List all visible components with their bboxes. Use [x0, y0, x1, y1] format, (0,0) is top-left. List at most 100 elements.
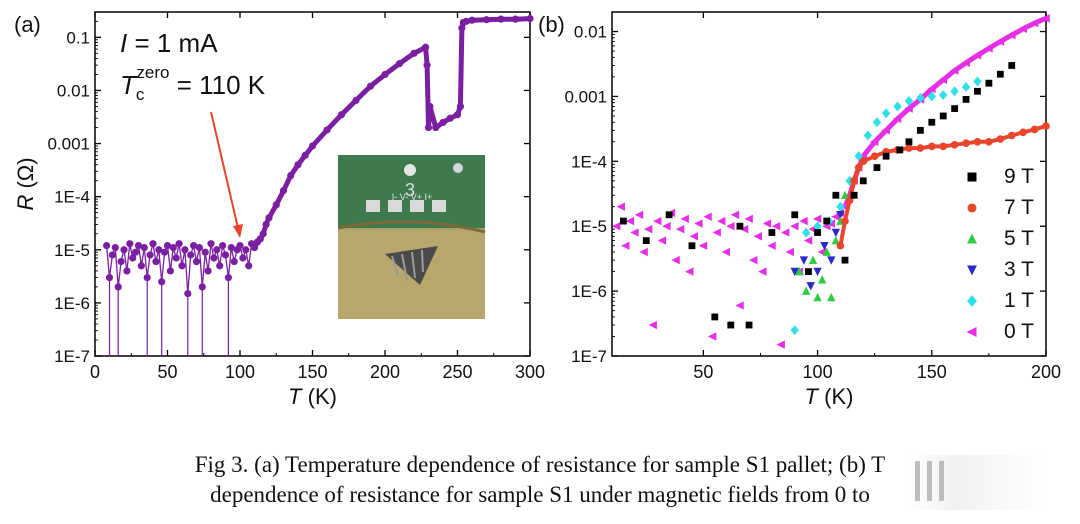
data-point [230, 257, 238, 266]
data-point [806, 282, 815, 291]
legend: 9 T 7 T 5 T 3 T 1 T 0 T [966, 165, 1034, 343]
data-point [201, 248, 209, 256]
data-point [262, 220, 270, 229]
data-point [308, 142, 317, 150]
annotation-tc: Tc zero = 110 K [120, 63, 266, 104]
data-point [974, 87, 981, 95]
data-point [190, 241, 198, 250]
data-point [103, 241, 111, 250]
data-point [175, 240, 183, 248]
data-point [265, 214, 273, 222]
data-point [768, 229, 776, 236]
data-point [432, 123, 440, 132]
data-point [642, 237, 650, 245]
data-point [366, 82, 375, 90]
data-point [210, 254, 218, 262]
data-point [905, 138, 913, 146]
data-point [671, 255, 680, 265]
y-axis-symbol: R [13, 195, 38, 211]
data-point [790, 267, 799, 277]
data-point [123, 267, 131, 275]
data-point [242, 246, 250, 254]
data-point [140, 243, 148, 252]
data-point [736, 222, 744, 230]
data-point [831, 236, 841, 245]
data-point [172, 254, 180, 262]
series-a-segment [126, 243, 131, 271]
x-tick-label: 100 [225, 362, 255, 382]
x-tick-label: 50 [157, 362, 177, 382]
series-a-segment [224, 254, 230, 278]
data-point [111, 243, 119, 252]
x-axis-label: T (K) [805, 384, 854, 409]
data-point [105, 273, 114, 282]
x-tick-label: 50 [693, 362, 713, 382]
data-point [727, 321, 735, 329]
series-9t [620, 62, 1016, 329]
data-point [126, 240, 134, 248]
data-point [204, 267, 212, 275]
y-tick-label: 1E-4 [571, 152, 607, 171]
data-point [166, 267, 174, 275]
data-point [726, 222, 735, 231]
data-point [675, 225, 685, 234]
data-point [781, 228, 790, 237]
data-point [213, 246, 221, 254]
data-point [896, 146, 904, 154]
data-point [689, 232, 699, 241]
series-a-segment [117, 261, 122, 287]
annotation-current-value: = 1 mA [127, 28, 218, 58]
data-point [799, 256, 809, 265]
inset-photo: 3I- V- V+ I+ [337, 155, 486, 319]
data-point [198, 283, 206, 291]
inset-pad [410, 200, 424, 212]
data-point [216, 262, 224, 270]
inset-board-label: 3 [405, 180, 415, 200]
data-point [831, 228, 841, 238]
data-point [207, 240, 215, 248]
data-point [301, 151, 309, 159]
data-point [458, 24, 466, 32]
series-a-segment [108, 254, 114, 278]
data-point [694, 219, 703, 228]
inset-edge [337, 220, 486, 234]
tc-arrow [210, 111, 239, 229]
series-a-segment [166, 245, 172, 271]
data-point [882, 152, 890, 160]
data-point [688, 242, 696, 250]
x-tick-label: 300 [515, 362, 545, 382]
y-axis-unit: (Ω) [13, 157, 38, 194]
legend-label: 5 T [1004, 227, 1034, 250]
data-point [134, 241, 143, 250]
y-tick-label: 0.01 [574, 23, 607, 42]
data-point [395, 60, 404, 68]
data-point [108, 251, 116, 259]
figure: 0 50 100 150 200 250 300 1E-7 1E-6 1E-5 1E-4 0.001 0… [13, 11, 1061, 409]
data-point [439, 118, 447, 127]
series-3t [790, 210, 845, 291]
data-point [625, 216, 635, 226]
data-point [916, 126, 924, 134]
series-a-segment [105, 245, 111, 278]
data-point [155, 246, 163, 254]
data-point [352, 96, 360, 104]
data-point [410, 49, 418, 57]
data-point [823, 217, 831, 225]
data-point [187, 251, 195, 259]
annotation-tc-sup: zero [136, 63, 169, 82]
data-point [117, 257, 125, 266]
series-a-segment [169, 247, 174, 271]
data-point [424, 123, 433, 132]
data-point [158, 278, 166, 286]
data-point [630, 228, 639, 237]
legend-label: 1 T [1004, 289, 1034, 312]
y-tick-label: 1E-7 [571, 347, 607, 366]
data-point [805, 268, 812, 275]
data-point [381, 70, 389, 79]
y-tick-label: 1E-6 [54, 294, 90, 313]
data-point [808, 255, 818, 264]
data-point [423, 61, 431, 69]
data-point [850, 191, 858, 199]
data-point [881, 108, 891, 119]
data-point [453, 111, 462, 119]
